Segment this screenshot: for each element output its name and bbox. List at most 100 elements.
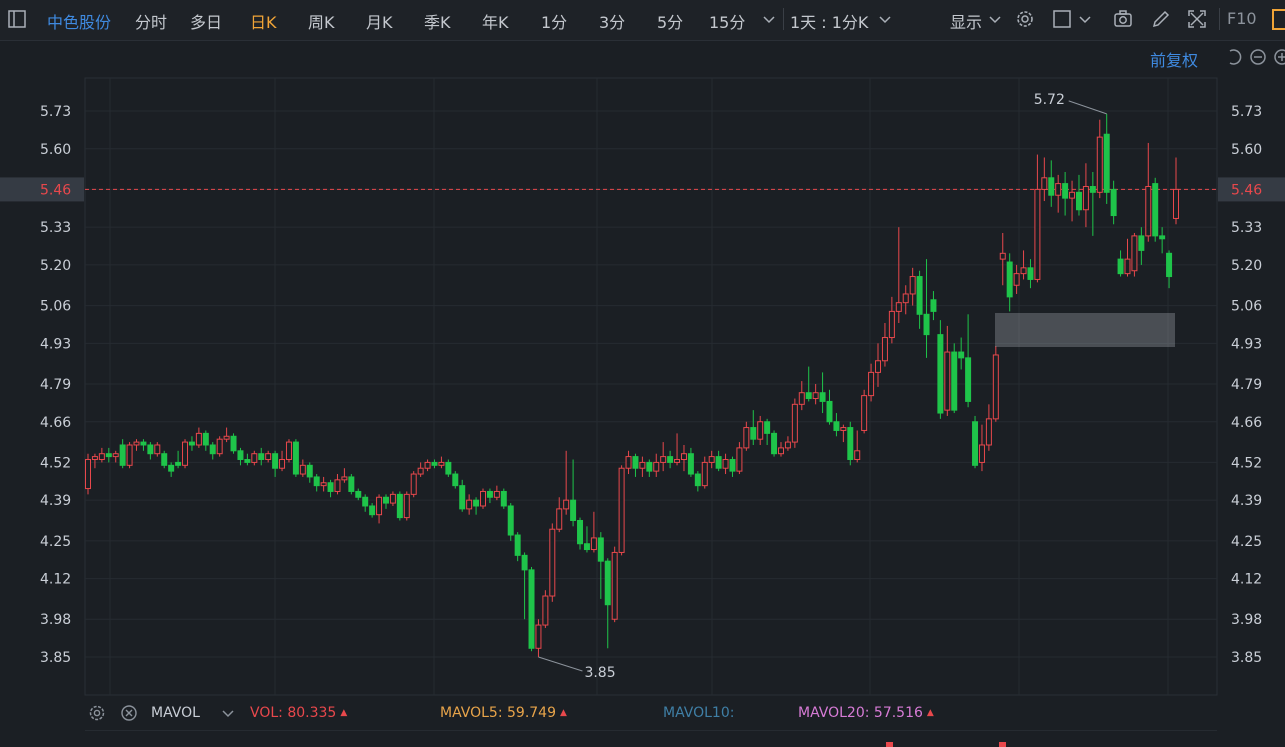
y-tick-label-right: 4.66 [1231, 415, 1262, 431]
y-tick-label-right: 3.98 [1231, 612, 1262, 628]
candle-body-down [355, 490, 362, 498]
candle-body-down [729, 459, 736, 472]
candle-body-down [632, 456, 639, 469]
candle-body-down [847, 427, 854, 461]
candle-body-down [1117, 258, 1124, 275]
chevron-down-icon[interactable] [760, 10, 778, 28]
candle-body-down [348, 476, 355, 492]
period-tab-multiday[interactable]: 多日 [190, 13, 223, 32]
candle-body-down [1159, 235, 1166, 240]
candle-body-down [521, 554, 528, 571]
y-tick-label-right: 5.20 [1231, 258, 1262, 274]
f10-button[interactable]: F10 [1227, 9, 1257, 28]
candle-body-down [667, 456, 674, 463]
chevron-down-icon[interactable] [876, 10, 894, 28]
candle-body-up [875, 360, 882, 373]
chevron-down-icon[interactable] [1076, 10, 1094, 28]
candle-body-up [812, 392, 819, 400]
candle-body-down [459, 485, 466, 510]
display-menu[interactable]: 显示 [950, 13, 983, 32]
period-tab-monthly[interactable]: 月K [366, 13, 393, 32]
undo-icon[interactable] [1223, 47, 1243, 67]
candle-body-down [1075, 191, 1082, 211]
gear-icon[interactable] [87, 703, 107, 723]
vol-label: VOL: [250, 705, 283, 721]
mavol5-label: MAVOL5: [440, 705, 503, 721]
candle-body-up [881, 337, 888, 362]
candle-body-up [195, 432, 202, 446]
candle-body-down [1006, 261, 1013, 298]
close-circle-icon[interactable] [119, 703, 139, 723]
volume-panel [85, 730, 1217, 747]
period-tab-intraday[interactable]: 分时 [135, 13, 168, 32]
candle-body-down [1089, 186, 1096, 193]
period-tab-1min[interactable]: 1分 [541, 13, 568, 32]
period-tab-daily[interactable]: 日K [250, 13, 277, 32]
price-adjust-toggle[interactable]: 前复权 [1150, 51, 1199, 70]
vol-readout: VOL: 80.335 ▲ [250, 705, 347, 721]
y-tick-label-left: 4.66 [40, 415, 71, 431]
period-tab-yearly[interactable]: 年K [482, 13, 509, 32]
up-triangle-icon: ▲ [340, 708, 348, 718]
panel-edge [1272, 9, 1285, 30]
candle-body-down [972, 421, 979, 466]
pencil-icon[interactable] [1150, 8, 1172, 30]
candle-body-up [1173, 188, 1179, 219]
candle-body-up [625, 456, 632, 469]
gear-icon[interactable] [1014, 8, 1036, 30]
candle-body-down [244, 459, 251, 463]
camera-icon[interactable] [1112, 8, 1134, 30]
candle-body-down [105, 453, 112, 458]
y-tick-label-left: 3.98 [40, 612, 71, 628]
candle-body-down [258, 453, 265, 461]
candle-body-down [175, 461, 182, 466]
y-tick-label-right: 4.39 [1231, 493, 1262, 509]
candle-body-down [604, 560, 611, 606]
y-tick-label-right: 4.79 [1231, 377, 1262, 393]
panel-toggle-icon[interactable] [6, 8, 28, 30]
period-tab-5min[interactable]: 5分 [657, 13, 684, 32]
y-tick-label-left: 4.39 [40, 493, 71, 509]
candle-body-down [369, 505, 376, 516]
period-tab-15min[interactable]: 15分 [709, 13, 746, 32]
candle-body-down [168, 464, 175, 472]
fullscreen-icon[interactable] [1186, 8, 1208, 30]
candle-body-down [445, 461, 452, 475]
candle-body-up [895, 302, 902, 312]
square-icon[interactable] [1051, 8, 1073, 30]
chevron-down-icon[interactable] [986, 10, 1004, 28]
candle-body-down [958, 351, 965, 359]
chevron-down-icon[interactable] [219, 705, 237, 723]
candle-body-up [798, 392, 805, 405]
candle-body-down [916, 276, 923, 315]
range-selector[interactable]: 1天 : 1分K [790, 13, 869, 32]
candle-body-down [1152, 183, 1159, 237]
y-tick-label-right: 4.52 [1231, 455, 1262, 471]
candle-body-up [1145, 186, 1152, 237]
y-tick-label-left: 5.46 [40, 182, 71, 198]
period-tab-weekly[interactable]: 周K [308, 13, 335, 32]
candle-body-up [85, 459, 91, 490]
candle-body-up [1034, 188, 1041, 280]
candle-body-down [514, 534, 521, 556]
y-tick-label-right: 5.33 [1231, 220, 1262, 236]
zoom-out-icon[interactable] [1248, 47, 1268, 67]
indicator-name[interactable]: MAVOL [151, 705, 200, 721]
candle-body-up [639, 461, 646, 469]
candle-body-up [992, 354, 999, 420]
candle-body-down [362, 496, 369, 507]
candlestick-chart[interactable]: 5.73 5.73 5.60 5.60 5.46 5.46 5.33 5.33 5.20 5.20… [0, 40, 1285, 696]
candle-body-up [784, 441, 791, 449]
candle-body-up [98, 453, 105, 461]
stock-name[interactable]: 中色股份 [47, 13, 112, 32]
candle-body-up [944, 351, 951, 411]
candle-body-down [819, 392, 826, 402]
top-toolbar: 中色股份 分时 多日 日K 周K 月K 季K 年K 1分 3分 5分 15分 1… [0, 0, 1285, 41]
candle-body-down [1166, 252, 1173, 278]
candle-body-down [486, 490, 493, 498]
mavol5-readout: MAVOL5: 59.749 ▲ [440, 705, 567, 721]
candle-body-up [660, 456, 667, 463]
y-tick-label-left: 4.25 [40, 534, 71, 550]
period-tab-3min[interactable]: 3分 [599, 13, 626, 32]
period-tab-quarterly[interactable]: 季K [424, 13, 451, 32]
